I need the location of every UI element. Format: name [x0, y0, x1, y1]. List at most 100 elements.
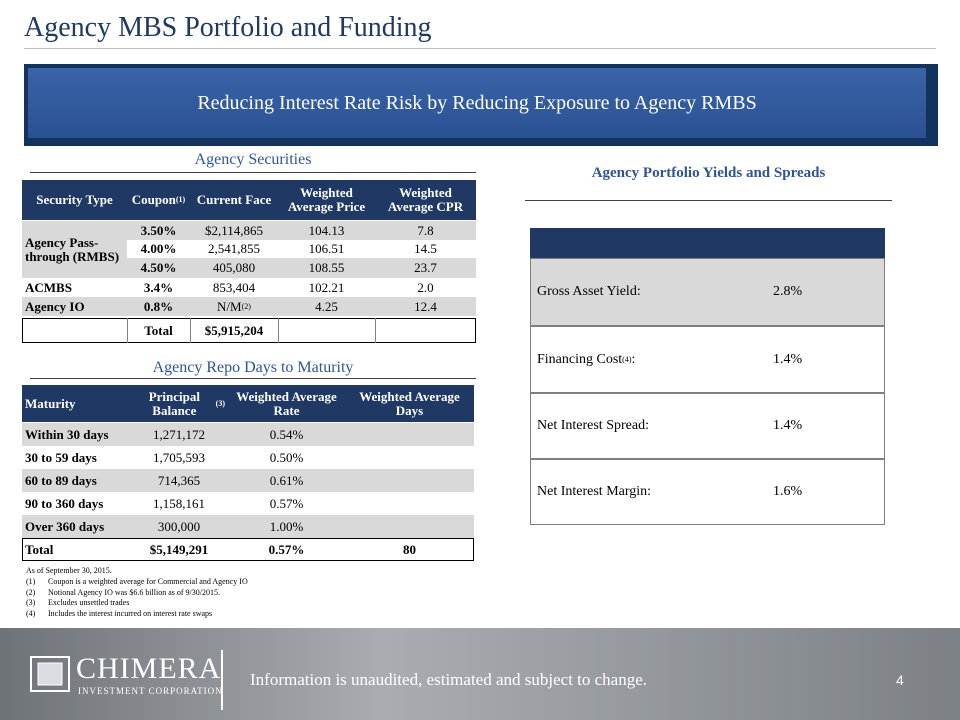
divider	[221, 650, 223, 710]
header-cell: Security Type	[22, 180, 127, 220]
empty-cell	[345, 469, 474, 492]
footnote-date: As of September 30, 2015.	[26, 566, 112, 575]
total-box	[22, 538, 474, 561]
total-box	[22, 318, 476, 343]
header-cell: Current Face	[190, 180, 278, 220]
data-cell: 23.7	[375, 258, 476, 278]
footnote-text: Coupon is a weighted average for Commerc…	[48, 577, 248, 586]
yield-value: 1.6%	[773, 484, 803, 499]
yields-row	[530, 258, 885, 326]
empty-cell	[345, 492, 474, 515]
total-divider	[278, 318, 279, 343]
footnote-text: Notional Agency IO was $6.6 billion as o…	[48, 587, 220, 597]
section-rule	[30, 378, 476, 379]
empty-cell	[345, 423, 474, 446]
disclaimer: Information is unaudited, estimated and …	[250, 670, 648, 689]
total-label: Total	[144, 322, 173, 338]
section-title: Agency Securities	[194, 151, 312, 168]
data-cell: 108.55	[278, 258, 375, 278]
header-cell: Weighted Average Rate	[228, 385, 345, 422]
data-cell: 0.8%	[127, 297, 190, 316]
header-cell: Weighted Average Price	[278, 180, 375, 220]
yields-row	[530, 393, 885, 459]
data-cell: 7.8	[375, 221, 476, 240]
data-cell: 90 to 360 days	[22, 492, 130, 515]
section-title: Agency Portfolio Yields and Spreads	[591, 165, 826, 181]
cell-text: N/M	[217, 298, 242, 314]
data-cell: 714,365	[130, 469, 228, 492]
data-cell: 60 to 89 days	[22, 469, 130, 492]
yield-value: 1.4%	[773, 351, 803, 367]
section-title: Agency Repo Days to Maturity	[152, 359, 354, 376]
data-cell: 4.00%	[127, 240, 190, 258]
footnote-num: (2)	[26, 587, 36, 597]
page-number: 4	[896, 672, 904, 688]
footer: CHIMERA INVESTMENT CORPORATION Informati…	[0, 628, 960, 720]
yield-value: 2.8%	[773, 284, 803, 299]
empty-cell	[345, 446, 474, 469]
total-divider	[190, 318, 191, 343]
data-cell: 3.4%	[127, 278, 190, 297]
total-cell: 0.57%	[268, 541, 305, 557]
data-cell: 30 to 59 days	[22, 446, 130, 469]
data-cell: 300,000	[130, 515, 228, 538]
logo-icon	[30, 656, 70, 692]
footnote-num: (4)	[26, 608, 36, 618]
row-label: Agency Pass-through (RMBS)	[22, 221, 127, 278]
data-cell: 405,080	[190, 258, 278, 278]
yields-header	[530, 228, 885, 258]
data-cell: 0.61%	[228, 469, 345, 492]
banner-text: Reducing Interest Rate Risk by Reducing …	[28, 68, 926, 138]
data-cell: 0.54%	[228, 423, 345, 446]
header-cell: Maturity	[22, 385, 130, 422]
data-cell: 4.25	[278, 297, 375, 316]
data-cell: 0.50%	[228, 446, 345, 469]
data-cell: 2.0	[375, 278, 476, 297]
data-cell: 0.57%	[228, 492, 345, 515]
total-divider	[375, 318, 376, 343]
footnote-num: (3)	[26, 598, 36, 607]
yield-label: Financing Cost (4):	[537, 351, 636, 367]
total-cell: 80	[403, 541, 416, 557]
section-rule	[30, 172, 476, 173]
header-cell: Coupon (1)	[127, 180, 190, 220]
cell-text: Financing Cost	[537, 351, 623, 367]
header-cell: Principal Balance (3)	[130, 385, 228, 422]
footnote-text: Includes the interest incurred on intere…	[48, 608, 213, 618]
data-cell: 2,541,855	[190, 240, 278, 258]
data-cell: 1.00%	[228, 515, 345, 538]
data-cell: 4.50%	[127, 258, 190, 278]
data-cell: 853,404	[190, 278, 278, 297]
data-cell: 1,158,161	[130, 492, 228, 515]
yields-row	[530, 326, 885, 393]
total-cell: Total	[25, 541, 54, 557]
logo: CHIMERA	[76, 652, 222, 685]
footnote-text: Excludes unsettled trades	[48, 598, 130, 607]
data-cell: Over 360 days	[22, 515, 130, 538]
footnote-num: (1)	[26, 577, 36, 586]
data-cell: 106.51	[278, 240, 375, 258]
banner: Reducing Interest Rate Risk by Reducing …	[24, 64, 938, 146]
row-label: Agency IO	[22, 297, 127, 316]
header-cell: Weighted Average Days	[345, 385, 474, 422]
data-cell: N/M (2)	[190, 297, 278, 316]
total-value: $5,915,204	[204, 322, 264, 338]
data-cell: 1,705,593	[130, 446, 228, 469]
data-cell: $2,114,865	[190, 221, 278, 240]
data-cell: Within 30 days	[22, 423, 130, 446]
header-cell: Weighted Average CPR	[375, 180, 476, 220]
rule	[24, 48, 936, 49]
section-rule	[525, 200, 892, 201]
total-cell: $5,149,291	[149, 541, 209, 557]
yield-label: Net Interest Margin:	[537, 484, 652, 499]
row-label: ACMBS	[22, 278, 127, 297]
cell-text: Principal Balance	[148, 388, 200, 418]
data-cell: 12.4	[375, 297, 476, 316]
title: Agency MBS Portfolio and Funding	[24, 12, 432, 43]
empty-cell	[345, 515, 474, 538]
yield-label: Net Interest Spread:	[537, 418, 649, 433]
data-cell: 14.5	[375, 240, 476, 258]
yield-value: 1.4%	[773, 418, 803, 433]
data-cell: 1,271,172	[130, 423, 228, 446]
